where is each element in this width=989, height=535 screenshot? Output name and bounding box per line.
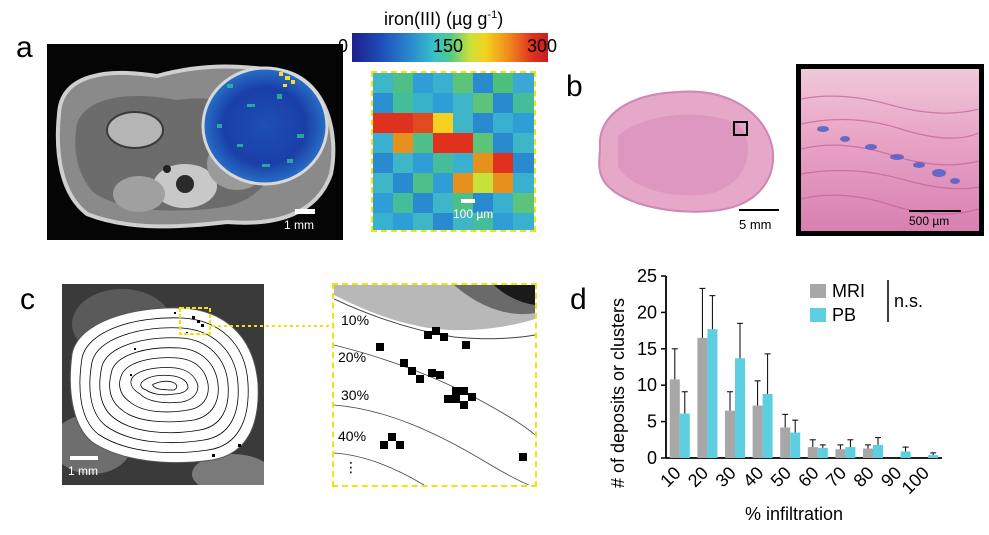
x-tick-label-40: 40: [739, 463, 767, 491]
colorbar-title: iron(III) (µg g-1): [384, 9, 503, 30]
bar-pb-100: [928, 455, 939, 458]
x-tick-label-20: 20: [684, 463, 712, 491]
colorbar-tick-300: 300: [527, 36, 558, 56]
x-tick-label-70: 70: [822, 463, 850, 491]
colorbar-tick-0: 0: [338, 36, 349, 56]
bar-mri-40: [752, 405, 763, 458]
panel-a-iron-zoom: 100 µm: [371, 71, 536, 232]
y-tick-label-15: 15: [637, 339, 657, 359]
legend-swatch-mri: [810, 284, 826, 298]
panel-a-mri-drawing: [47, 44, 343, 240]
y-tick-label-5: 5: [647, 412, 657, 432]
bar-pb-70: [845, 447, 856, 458]
panel-a-zoom-scalebar-label: 100 µm: [453, 207, 494, 221]
panel-b-histology-overview: 5 mm: [588, 76, 788, 236]
panel-c-mri-image: 1 mm: [62, 284, 264, 485]
bar-mri-20: [697, 337, 708, 458]
contour-label-20: 20%: [338, 349, 367, 365]
legend-swatch-pb: [810, 308, 826, 322]
bar-pb-40: [762, 393, 773, 458]
contour-label-more: ⋮: [344, 459, 358, 475]
colorbar-tick-150: 150: [433, 36, 464, 56]
chart-bars: [669, 329, 939, 458]
legend-label-pb: PB: [832, 305, 856, 325]
x-tick-label-80: 80: [850, 463, 878, 491]
x-tick-label-100: 100: [898, 463, 933, 498]
x-tick-label-10: 10: [656, 463, 684, 491]
contour-label-40: 40%: [338, 428, 367, 444]
chart-legend: MRI PB n.s.: [810, 280, 923, 325]
panel-c-contour-drawing: [62, 284, 264, 485]
panel-b-letter: b: [566, 70, 583, 103]
bar-pb-60: [817, 447, 828, 458]
significance-annotation: n.s.: [894, 291, 923, 311]
bar-mri-60: [807, 447, 818, 458]
bar-pb-20: [707, 329, 718, 458]
panel-c-zoom-drawing: [334, 285, 535, 485]
bar-mri-10: [669, 379, 680, 458]
panel-b-histology-zoom: 500 µm: [796, 64, 984, 236]
chart-error-bars: [671, 287, 937, 456]
x-tick-label-50: 50: [767, 463, 795, 491]
colorbar: [352, 33, 548, 62]
y-tick-label-0: 0: [647, 448, 657, 468]
panel-a-letter: a: [16, 31, 33, 64]
colorbar-title-main: iron(III) (µg g: [384, 9, 488, 29]
bar-pb-80: [873, 444, 883, 458]
colorbar-title-end: ): [497, 9, 504, 29]
panel-a-mri-scalebar-label: 1 mm: [284, 218, 314, 232]
bar-mri-50: [780, 427, 791, 458]
y-axis-title: # of deposits or clusters: [608, 298, 628, 488]
panel-a-iron-grid: [373, 73, 534, 230]
y-tick-label-10: 10: [637, 375, 657, 395]
x-axis-title: % infiltration: [745, 504, 843, 524]
x-tick-label-60: 60: [794, 463, 822, 491]
bar-mri-30: [725, 410, 735, 458]
panel-c-contour-zoom: 10% 20% 30% 40% ⋮: [332, 283, 537, 487]
panel-b-zoom-drawing: [801, 69, 979, 231]
bar-pb-30: [735, 358, 745, 458]
y-tick-label-25: 25: [637, 266, 657, 286]
panel-c-zoom-connector: [212, 325, 332, 327]
bar-pb-50: [790, 432, 801, 458]
panel-c-letter: c: [20, 283, 35, 316]
y-tick-label-20: 20: [637, 302, 657, 322]
panel-d-letter: d: [570, 283, 587, 316]
colorbar-title-sup: -1: [487, 9, 498, 21]
legend-label-mri: MRI: [832, 281, 865, 301]
panel-b-overview-scalebar-label: 5 mm: [739, 217, 772, 232]
panel-c-mri-scalebar-label: 1 mm: [68, 464, 98, 478]
x-tick-label-30: 30: [712, 463, 740, 491]
panel-b-zoom-scalebar-label: 500 µm: [909, 214, 950, 228]
panel-a-mri-image: 1 mm: [47, 44, 343, 240]
panel-b-section-drawing: [598, 90, 779, 213]
contour-label-30: 30%: [341, 387, 370, 403]
bar-mri-80: [863, 448, 873, 458]
contour-label-10: 10%: [341, 312, 370, 328]
bar-pb-10: [679, 413, 690, 458]
bar-mri-70: [835, 449, 846, 458]
bar-pb-90: [900, 451, 911, 458]
